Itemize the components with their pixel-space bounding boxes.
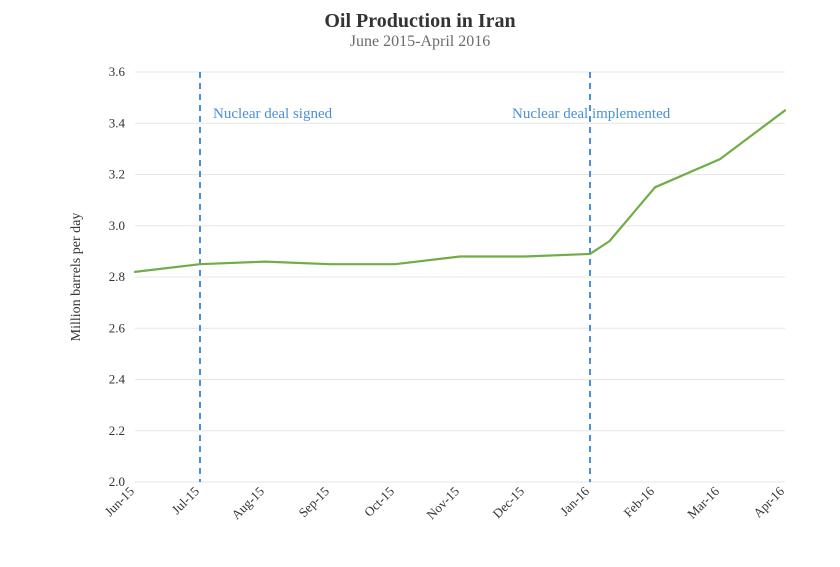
y-tick-label: 2.2	[109, 423, 125, 438]
annotation-texts: Nuclear deal signed Nuclear deal implemen…	[213, 106, 671, 122]
x-tick-label: Mar-16	[684, 483, 722, 521]
y-tick-label: 3.6	[109, 64, 126, 79]
x-tick-label: Aug-15	[228, 484, 267, 523]
x-tick-label: Nov-15	[423, 484, 462, 523]
x-axis-ticks: Jun-15Jul-15Aug-15Sep-15Oct-15Nov-15Dec-…	[101, 483, 787, 522]
x-tick-label: Sep-15	[295, 484, 332, 521]
x-tick-label: Dec-15	[489, 484, 527, 522]
y-axis-ticks: 2.02.22.42.62.83.03.23.43.6	[109, 64, 126, 489]
x-tick-label: Jul-15	[169, 484, 203, 518]
y-tick-label: 3.0	[109, 218, 125, 233]
x-tick-label: Feb-16	[620, 483, 657, 520]
y-tick-label: 2.6	[109, 320, 126, 335]
chart-container: Oil Production in Iran June 2015-April 2…	[0, 0, 840, 567]
y-tick-label: 2.4	[109, 372, 126, 387]
y-axis-label: Million barrels per day	[69, 213, 84, 342]
gridlines	[135, 72, 785, 482]
y-tick-label: 3.2	[109, 167, 125, 182]
chart-svg: 2.02.22.42.62.83.03.23.43.6 Jun-15Jul-15…	[0, 0, 840, 567]
x-tick-label: Oct-15	[361, 484, 397, 520]
annotation-label: Nuclear deal implemented	[512, 106, 671, 122]
data-series-line	[135, 110, 785, 271]
x-tick-label: Apr-16	[750, 483, 787, 520]
y-tick-label: 2.8	[109, 269, 125, 284]
x-tick-label: Jan-16	[557, 483, 592, 518]
y-tick-label: 3.4	[109, 115, 126, 130]
annotation-label: Nuclear deal signed	[213, 106, 333, 122]
